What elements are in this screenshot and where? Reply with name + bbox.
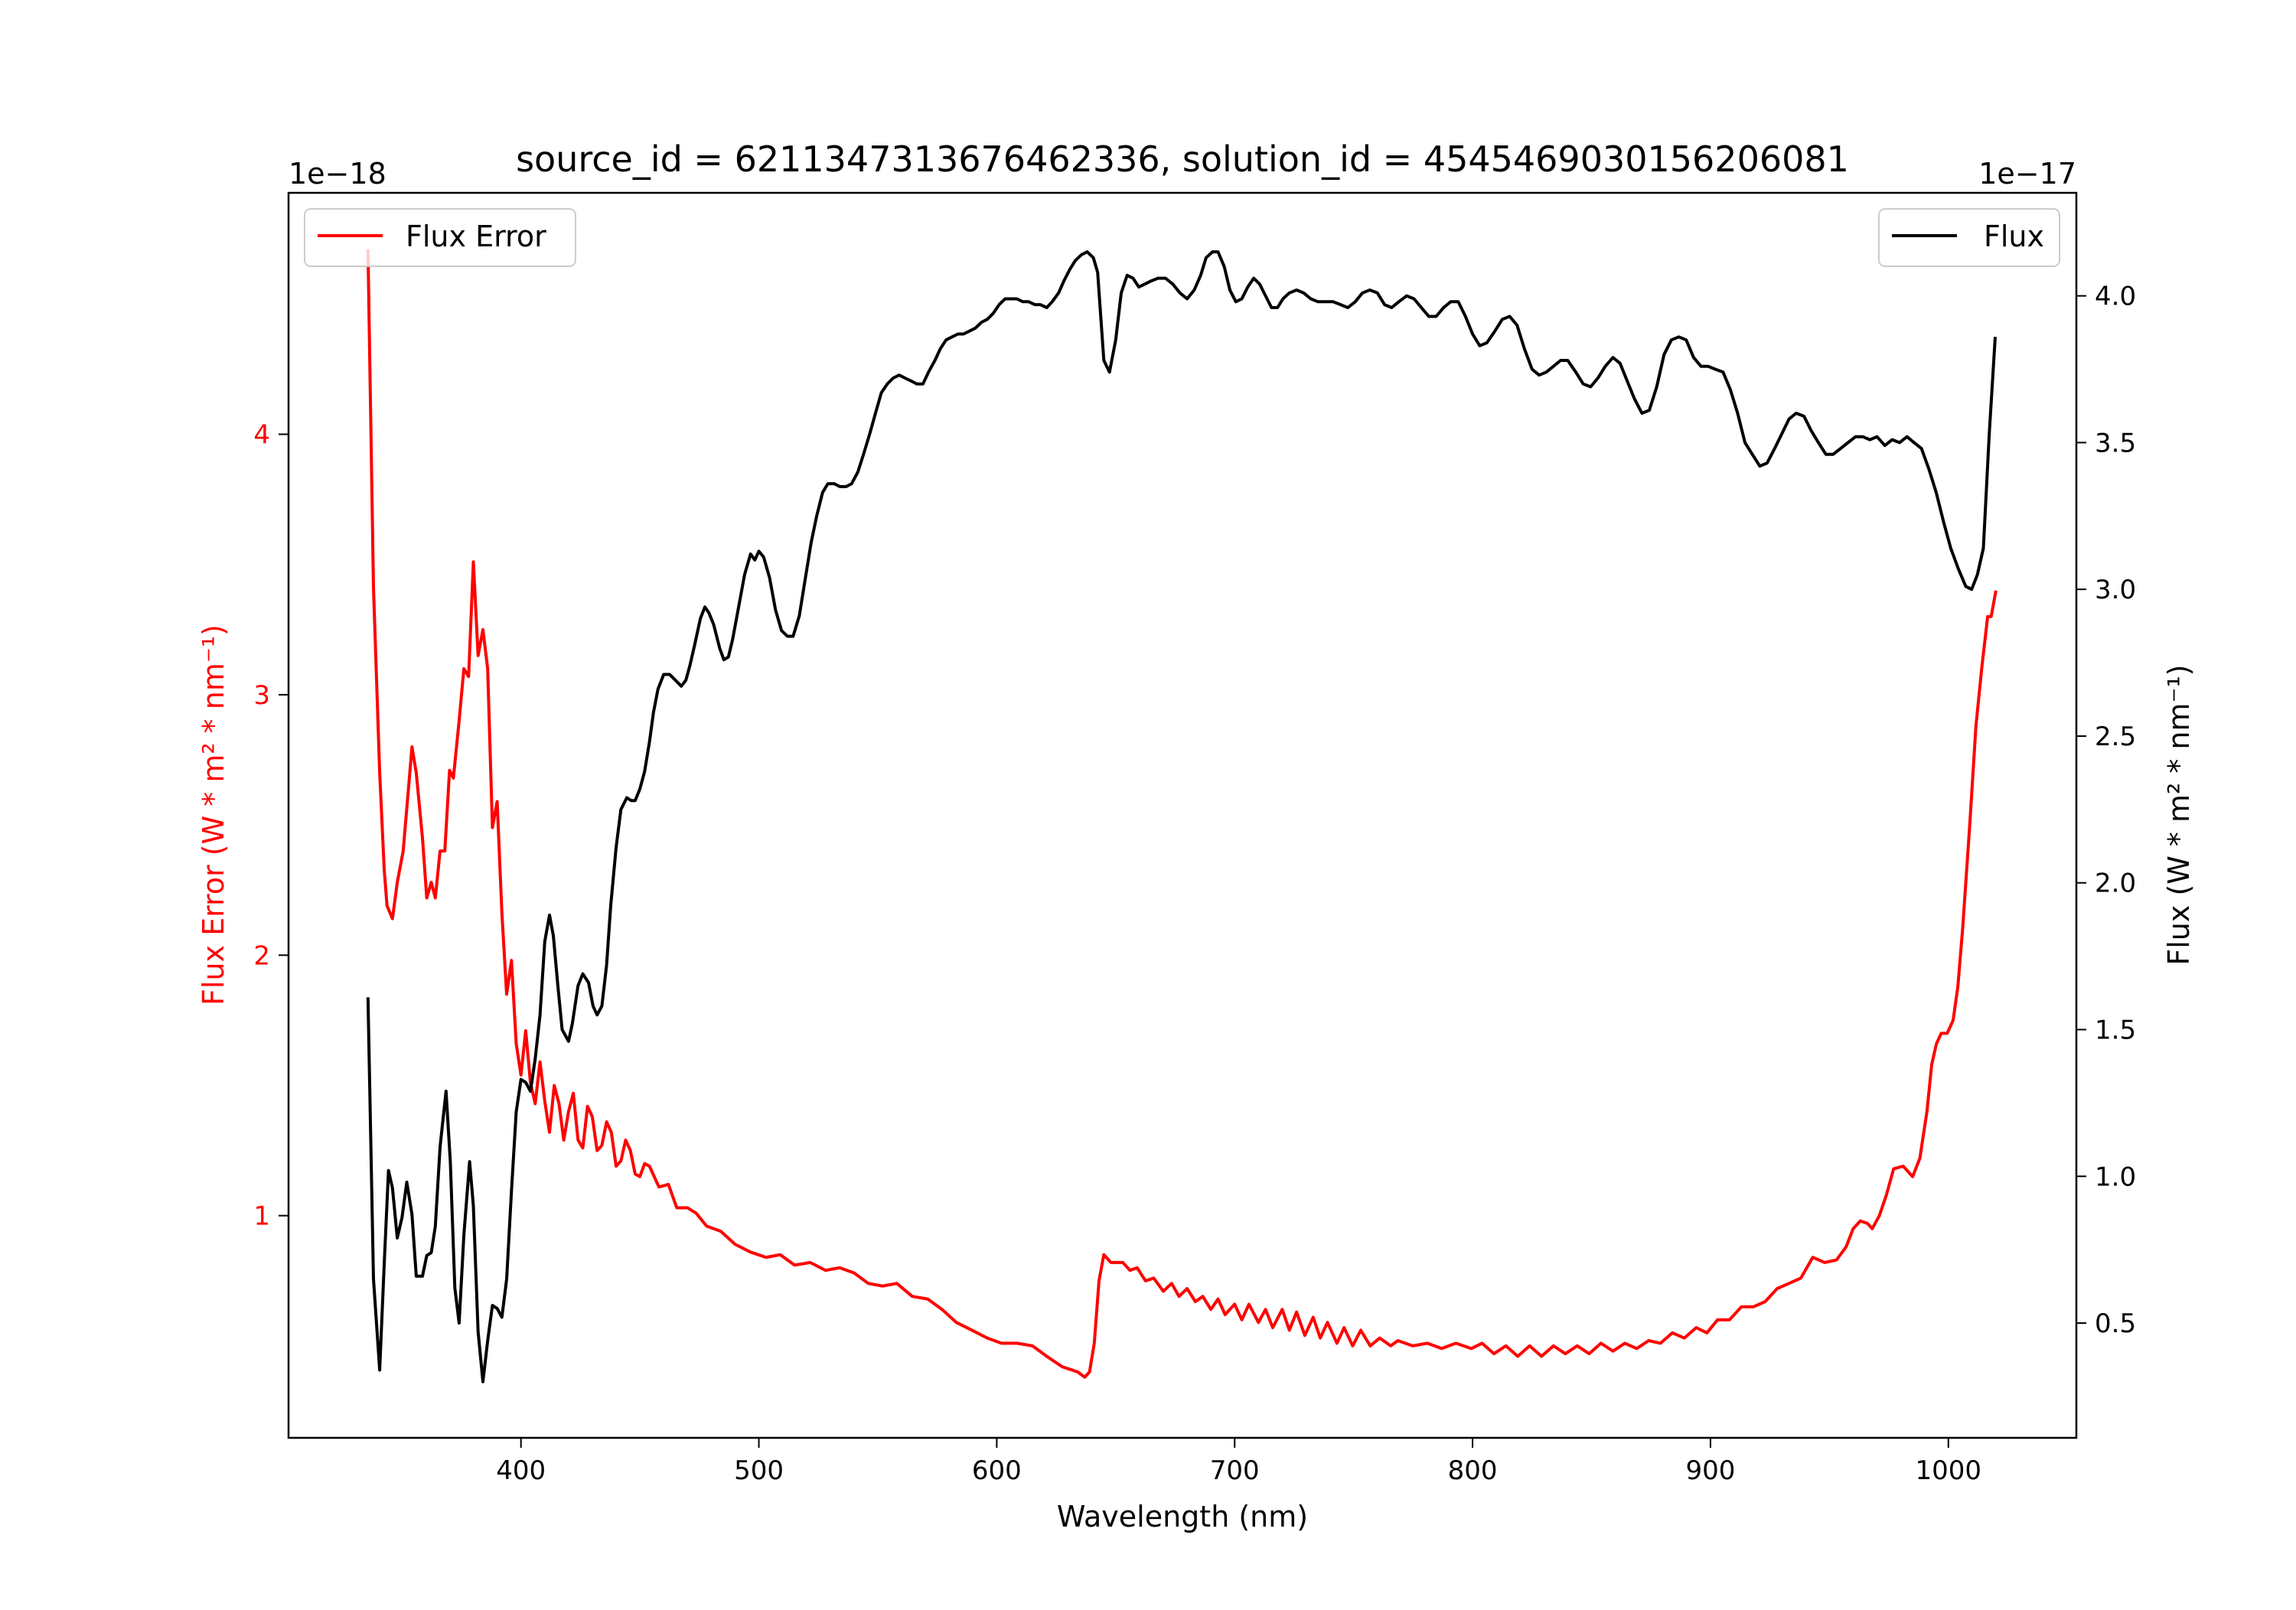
right-y-tick-label: 1.0 [2095, 1162, 2136, 1192]
x-tick-label: 800 [1448, 1455, 1498, 1486]
x-axis-label: Wavelength (nm) [1057, 1500, 1308, 1533]
x-tick-label: 400 [496, 1455, 546, 1486]
legend-flux-error: Flux Error [304, 208, 576, 267]
plot-frame [287, 191, 2078, 1439]
legend-flux-error-label: Flux Error [406, 220, 546, 253]
right-y-tick-label: 2.0 [2095, 869, 2136, 899]
right-y-tick-label: 0.5 [2095, 1309, 2136, 1339]
right-y-tick-label: 1.5 [2095, 1015, 2136, 1045]
right-axis-offset: 1e−17 [1978, 157, 2076, 191]
left-y-tick-label: 3 [253, 680, 270, 711]
flux-line [366, 250, 1997, 1383]
right-y-tick-label: 3.5 [2095, 428, 2136, 458]
x-tick-label: 500 [734, 1455, 784, 1486]
chart-title: source_id = 6211347313676462336, solutio… [516, 139, 1849, 180]
left-y-axis-label: Flux Error (W * m² * nm⁻¹) [197, 624, 230, 1005]
x-tick-label: 1000 [1915, 1455, 1981, 1486]
left-y-tick-label: 1 [253, 1201, 270, 1232]
right-y-tick-label: 3.0 [2095, 575, 2136, 605]
x-tick-label: 900 [1685, 1455, 1735, 1486]
flux-error-line [366, 249, 1998, 1379]
left-y-tick-label: 2 [253, 940, 270, 971]
right-y-tick-label: 2.5 [2095, 722, 2136, 752]
right-y-tick-label: 4.0 [2095, 282, 2136, 312]
left-y-tick-label: 4 [253, 420, 270, 451]
right-y-axis-label: Flux (W * m² * nm⁻¹) [2162, 664, 2196, 965]
legend-flux: Flux [1878, 208, 2060, 267]
x-tick-label: 600 [972, 1455, 1022, 1486]
legend-flux-label: Flux [1984, 220, 2044, 253]
x-tick-label: 700 [1210, 1455, 1260, 1486]
left-axis-offset: 1e−18 [289, 157, 386, 191]
